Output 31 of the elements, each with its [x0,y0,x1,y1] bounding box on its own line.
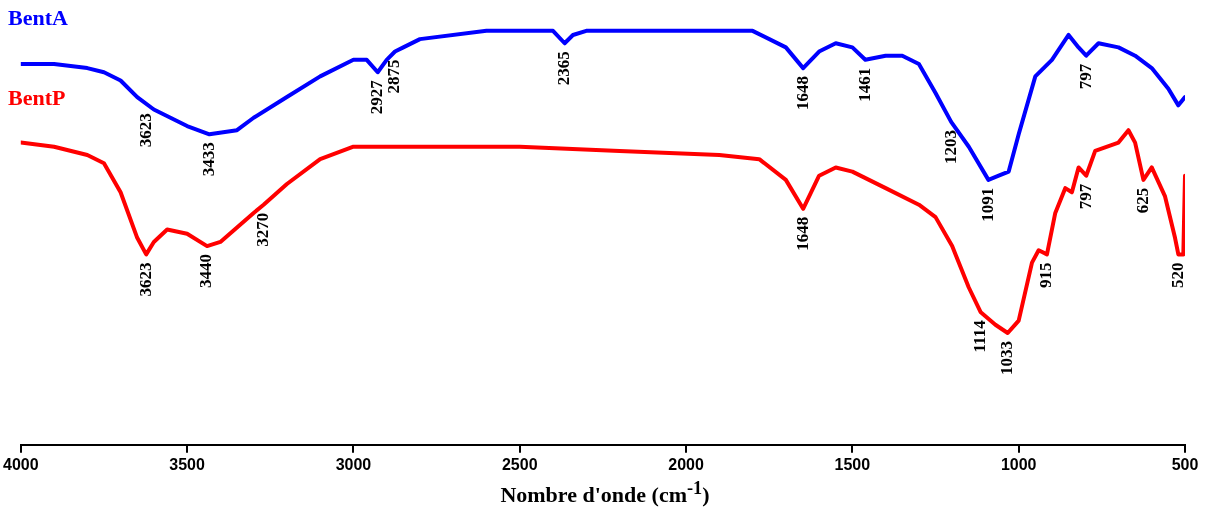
annotation: 625 [1132,187,1152,214]
x-tick-label: 2000 [668,455,704,473]
annotation: 3623 [135,262,155,297]
series-label: BentA [8,4,68,30]
annotation: 915 [1036,262,1056,288]
annotation: 1648 [792,76,812,111]
annotation: 3433 [198,142,218,177]
annotation: 1203 [940,129,960,164]
x-tick-label: 2500 [501,455,538,473]
annotation: 3440 [196,254,216,289]
annotation: 2875 [384,59,404,94]
annotation: 520 [1167,262,1187,288]
x-tick-label: 1500 [834,455,871,473]
series-label: BentP [8,84,66,110]
x-tick-label: 1000 [1000,455,1037,473]
x-tick-label: 500 [1171,455,1199,473]
annotation: 2927 [367,79,387,115]
annotation: 797 [1075,63,1095,90]
annotation: 3270 [253,212,273,247]
x-axis-title: Nombre d'onde (cm$^{-1}$) [499,478,711,509]
x-tick-label: 3000 [335,455,372,473]
x-tick-label: 3500 [169,455,206,473]
annotation: 1033 [997,341,1017,376]
annotation: 3623 [135,113,155,148]
annotation: 1114 [970,319,990,353]
x-tick-label: 4000 [3,455,39,473]
annotation: 2365 [554,51,574,86]
annotation: 1461 [854,67,874,102]
annotation: 1648 [792,216,812,251]
annotation: 1091 [977,187,997,222]
annotation: 797 [1075,183,1095,210]
